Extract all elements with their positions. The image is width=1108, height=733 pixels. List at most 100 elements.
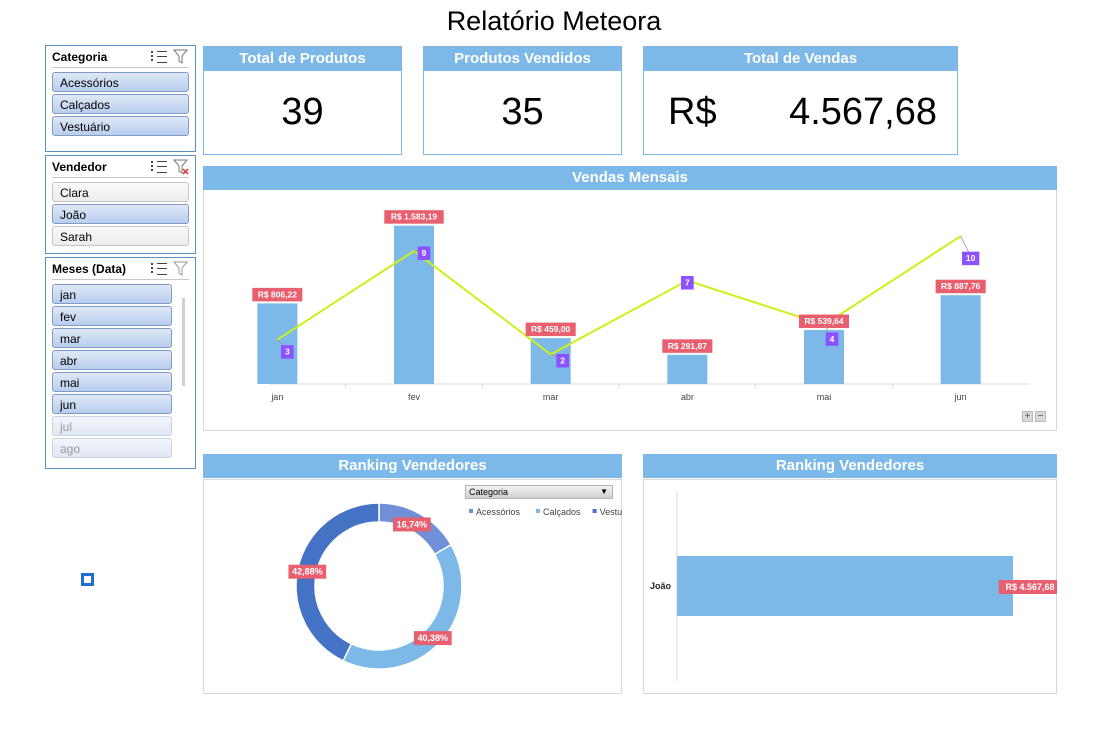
- kpi-currency: R$: [668, 91, 717, 133]
- bar-label-abr-bg: [662, 339, 713, 353]
- slice-Vestuário: [295, 502, 380, 662]
- clear-filter-icon[interactable]: [173, 159, 189, 175]
- page-title: Relatório Meteora: [446, 6, 662, 36]
- slicer-header: Vendedor: [46, 156, 195, 178]
- bar-label-mai: R$ 539,64: [804, 316, 843, 326]
- slicer-item-clara[interactable]: Clara: [52, 182, 189, 202]
- slicer-item-mai[interactable]: mai: [52, 372, 172, 392]
- slicer-scrollbar[interactable]: [182, 298, 185, 386]
- bar-João: [677, 556, 1013, 616]
- qty-label-abr-bg: [680, 276, 694, 290]
- chart-title: Ranking Vendedores: [643, 454, 1057, 478]
- slice-label-Calçados: 40,38%: [418, 633, 449, 643]
- bar-label-mai-bg: [798, 314, 850, 329]
- bar-label-jun-bg: [935, 279, 986, 294]
- bar-label-jun: R$ 887,76: [941, 281, 980, 291]
- kpi-label: Produtos Vendidos: [424, 47, 621, 71]
- clear-filter-icon[interactable]: [173, 261, 189, 277]
- bar-label-João-bg: [998, 580, 1057, 594]
- kpi-value: 35: [501, 91, 544, 133]
- slicer-item-fev[interactable]: fev: [52, 306, 172, 326]
- qty-label-jan-bg: [280, 345, 294, 359]
- chevron-down-icon: ▼: [600, 487, 608, 496]
- slicer-item-ago[interactable]: ago: [52, 438, 172, 458]
- bar-label-mar-bg: [525, 322, 576, 337]
- qty-label-mai-bg: [825, 332, 839, 346]
- slicer-categoria: Categoria Acessórios Calçados Vestuário: [45, 45, 196, 152]
- kpi-produtos-vendidos: Produtos Vendidos 35: [423, 46, 622, 155]
- bar-abr: [667, 354, 708, 384]
- multi-select-icon[interactable]: [151, 159, 167, 175]
- bar-jun: [940, 295, 981, 384]
- chart-title: Vendas Mensais: [203, 166, 1057, 190]
- selection-handle-icon[interactable]: [81, 573, 94, 586]
- bar-label-abr: R$ 291,87: [668, 341, 707, 351]
- slicer-item-abr[interactable]: abr: [52, 350, 172, 370]
- chart-title: Ranking Vendedores: [203, 454, 622, 478]
- bar-label-mar: R$ 459,00: [531, 324, 570, 334]
- slicer-item-jun[interactable]: jun: [52, 394, 172, 414]
- legend-swatch: [592, 509, 597, 513]
- bar-label-jan: R$ 806,22: [258, 289, 297, 299]
- slicer-item-calçados[interactable]: Calçados: [52, 94, 189, 114]
- legend-swatch: [536, 509, 540, 513]
- category-donut-chart: 16,74% 40,38% 42,88% Acessórios Calçados Vest…: [288, 502, 622, 670]
- slicer-vendedor: Vendedor Clara João Sarah: [45, 155, 196, 254]
- bar-label-João: R$ 4.567,68: [1005, 582, 1054, 592]
- qty-label-jan: 3: [285, 347, 290, 357]
- legend-Acessórios: Acessórios: [476, 507, 521, 517]
- x-tick-label: jun: [954, 392, 967, 402]
- slice-label-Acessórios-bg: [393, 517, 431, 532]
- qty-label-fev: 9: [422, 248, 427, 258]
- slice-label-Vestuário-bg: [288, 564, 327, 579]
- bar-jan: [257, 303, 298, 384]
- dropdown-label: Categoria: [469, 487, 509, 497]
- x-tick-label: jan: [270, 392, 283, 402]
- legend-Calçados: Calçados: [543, 507, 581, 517]
- slicer-meses: Meses (Data) jan fev mar abr mai jun jul ago: [45, 257, 196, 469]
- monthly-sales-chart: jan fev mar abr mai jun R$ 806,22 3 R$ 1.583,19 9…: [252, 210, 1029, 402]
- slicer-header: Meses (Data): [46, 258, 195, 280]
- legend-swatch: [469, 509, 473, 513]
- zoom-out-button[interactable]: −: [1035, 411, 1046, 422]
- slice-label-Acessórios: 16,74%: [397, 519, 428, 529]
- slicer-title: Categoria: [52, 50, 108, 64]
- qty-label-mar-bg: [556, 353, 570, 368]
- slicer-title: Vendedor: [52, 160, 107, 174]
- category-filter-dropdown[interactable]: Categoria ▼: [465, 485, 613, 499]
- y-tick-label: João: [650, 581, 672, 591]
- slice-label-Vestuário: 42,88%: [292, 567, 323, 577]
- x-tick-label: fev: [408, 392, 421, 402]
- kpi-label: Total de Vendas: [644, 47, 957, 71]
- kpi-total-vendas: Total de Vendas R$ 4.567,68: [643, 46, 958, 155]
- bar-label-jan-bg: [252, 287, 303, 302]
- slicer-header: Categoria: [46, 46, 195, 68]
- qty-label-jun-bg: [961, 251, 980, 266]
- x-tick-label: mar: [543, 392, 559, 402]
- kpi-total-produtos: Total de Produtos 39: [203, 46, 402, 155]
- qty-label-abr: 7: [685, 278, 690, 288]
- zoom-in-button[interactable]: +: [1022, 411, 1033, 422]
- bar-label-fev: R$ 1.583,19: [391, 212, 438, 222]
- slice-label-Calçados-bg: [413, 631, 452, 646]
- seller-ranking-chart: João R$ 4.567,68: [650, 491, 1057, 681]
- qty-label-jun: 10: [966, 253, 976, 263]
- slicer-item-acessórios[interactable]: Acessórios: [52, 72, 189, 92]
- slicer-item-vestuário[interactable]: Vestuário: [52, 116, 189, 136]
- x-tick-label: mai: [817, 392, 832, 402]
- bar-label-fev-bg: [384, 210, 444, 224]
- qty-label-mai: 4: [830, 334, 835, 344]
- slicer-item-joão[interactable]: João: [52, 204, 189, 224]
- kpi-value: 4.567,68: [789, 91, 937, 133]
- slicer-item-jul[interactable]: jul: [52, 416, 172, 436]
- slicer-title: Meses (Data): [52, 262, 127, 276]
- slicer-item-sarah[interactable]: Sarah: [52, 226, 189, 246]
- multi-select-icon[interactable]: [151, 49, 167, 65]
- qty-label-fev-bg: [417, 246, 431, 260]
- qty-label-mar: 2: [560, 355, 565, 365]
- slicer-item-jan[interactable]: jan: [52, 284, 172, 304]
- multi-select-icon[interactable]: [151, 261, 167, 277]
- slicer-item-mar[interactable]: mar: [52, 328, 172, 348]
- clear-filter-icon[interactable]: [173, 49, 189, 65]
- x-tick-label: abr: [681, 392, 694, 402]
